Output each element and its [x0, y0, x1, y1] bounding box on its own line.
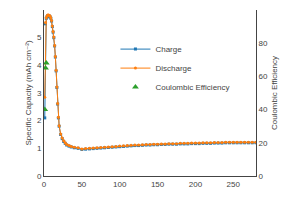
- svg-text:80: 80: [259, 39, 268, 48]
- svg-text:5: 5: [37, 33, 42, 42]
- svg-text:0: 0: [259, 172, 264, 181]
- svg-text:Coulombic Efficiency: Coulombic Efficiency: [270, 56, 279, 130]
- svg-text:20: 20: [259, 139, 268, 148]
- svg-text:100: 100: [113, 180, 127, 189]
- svg-text:150: 150: [151, 180, 165, 189]
- svg-text:200: 200: [189, 180, 203, 189]
- svg-text:3: 3: [37, 89, 42, 98]
- svg-text:Discharge: Discharge: [155, 64, 192, 73]
- svg-text:Charge: Charge: [155, 45, 182, 54]
- svg-text:50: 50: [77, 180, 86, 189]
- svg-text:4: 4: [37, 61, 42, 70]
- svg-text:2: 2: [37, 116, 42, 125]
- svg-text:1: 1: [37, 144, 42, 153]
- svg-text:60: 60: [259, 72, 268, 81]
- svg-text:0: 0: [42, 180, 47, 189]
- svg-text:Coulombic Efficiency: Coulombic Efficiency: [155, 83, 229, 92]
- svg-text:Specific Capacity (mAh cm⁻²): Specific Capacity (mAh cm⁻²): [24, 40, 33, 145]
- svg-text:0: 0: [37, 172, 42, 181]
- svg-text:250: 250: [227, 180, 241, 189]
- svg-text:40: 40: [259, 105, 268, 114]
